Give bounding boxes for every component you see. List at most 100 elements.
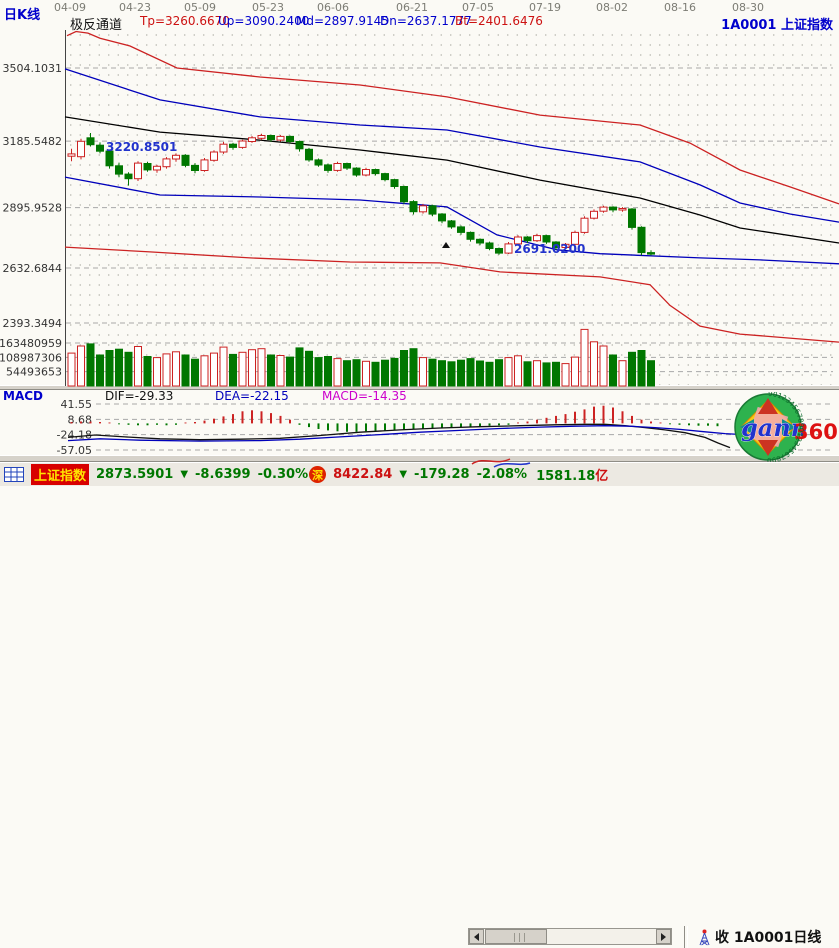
volume-bar: [495, 359, 503, 387]
candle-body: [248, 137, 256, 143]
volume-bar: [200, 355, 209, 387]
volume-bar: [381, 359, 389, 387]
symbol-label: 1A0001 上证指数: [721, 18, 833, 33]
candle-body: [200, 159, 209, 171]
volume-bar: [618, 360, 627, 387]
price-axis-label: 2632.6844: [3, 262, 63, 275]
volume-bar: [647, 360, 655, 387]
volume-bar: [419, 357, 427, 387]
volume-bar: [542, 362, 551, 387]
logo-text-gann: gann: [741, 413, 808, 442]
scroll-left-button[interactable]: [469, 929, 484, 944]
indicator-name: 极反通道: [70, 18, 123, 33]
volume-bar: [628, 351, 636, 387]
volume-bar: [580, 328, 589, 387]
volume-bar: [561, 363, 570, 387]
turnover-value: 1581.18: [536, 469, 596, 484]
volume-axis-label: 163480959: [0, 337, 62, 350]
indicator-param: Dn=2637.1777: [380, 14, 472, 28]
date-label: 06-21: [396, 1, 428, 14]
volume-bar: [590, 341, 598, 387]
pane-separator-bottom: [0, 455, 839, 462]
dif-line: [67, 423, 731, 449]
table-grid-icon[interactable]: [4, 467, 24, 482]
candle-body: [580, 217, 589, 233]
sh-change: -8.6399: [195, 467, 251, 482]
volume-bar: [637, 350, 646, 387]
sh-pct: -0.30%: [257, 467, 309, 482]
scrollbar-thumb[interactable]: [485, 929, 547, 944]
volume-bar: [447, 361, 456, 387]
macd-pane-title: MACD: [3, 389, 43, 403]
sh-index-badge[interactable]: 上证指数: [31, 464, 90, 485]
candle-body: [86, 137, 95, 146]
marker-triangle: [442, 242, 450, 248]
volume-bar: [400, 350, 408, 387]
horizontal-scrollbar[interactable]: [468, 928, 672, 945]
feed-label: 收 1A0001日线: [715, 930, 822, 946]
shenzhen-circle-icon[interactable]: 深: [309, 466, 327, 483]
date-label: 07-05: [462, 1, 494, 14]
candle-body: [371, 169, 380, 175]
candle-body: [552, 241, 560, 248]
price-axis-label: 2895.9528: [3, 202, 63, 215]
volume-axis-label: 108987306: [0, 351, 62, 364]
candle-body: [533, 235, 541, 242]
volume-bar: [67, 352, 76, 387]
candle-body: [162, 158, 171, 168]
volume-bar: [485, 361, 494, 387]
candle-body: [267, 135, 275, 141]
date-label: 05-09: [184, 1, 216, 14]
candle-body: [647, 252, 655, 255]
candle-body: [352, 167, 361, 176]
volume-bar: [115, 348, 123, 387]
volume-bar: [466, 358, 475, 387]
volume-bar: [599, 345, 608, 387]
candle-body: [96, 144, 104, 152]
doodle-marks: [471, 458, 531, 468]
macd-axis-label: -57.05: [57, 444, 92, 457]
candle-body: [542, 235, 551, 243]
candle-body: [428, 205, 437, 215]
indicator-param: Tp=3260.6670: [140, 14, 230, 28]
status-bar: 上证指数 2873.5901 ▼ -8.6399 -0.30% 深 8422.8…: [0, 462, 839, 948]
volume-bar: [238, 351, 247, 387]
volume-bar: [162, 353, 171, 387]
sz-down-arrow-icon: ▼: [399, 469, 408, 480]
volume-bar: [229, 353, 237, 387]
volume-bar: [362, 360, 370, 387]
channel-bottom-line: [64, 246, 839, 343]
candle-body: [609, 206, 617, 211]
volume-bar: [267, 354, 275, 387]
date-label: 08-30: [732, 1, 764, 14]
macd-axis-label: -24.18: [57, 429, 92, 442]
price-volume-chart[interactable]: 3504.1031 3185.5482 2895.9528 2632.6844 2393…: [0, 30, 839, 387]
volume-bar: [257, 348, 266, 387]
volume-bar: [219, 346, 228, 387]
status-divider: [684, 926, 688, 948]
macd-chart[interactable]: 41.55 8.68 -24.18 -57.05: [0, 390, 839, 457]
candle-body: [286, 135, 294, 143]
volume-bar: [295, 347, 304, 387]
status-quotes: 上证指数 2873.5901 ▼ -8.6399 -0.30% 深 8422.8…: [4, 463, 608, 486]
date-label: 07-19: [529, 1, 561, 14]
volume-bar: [96, 354, 104, 387]
volume-bar: [77, 345, 85, 387]
volume-bar: [514, 355, 522, 387]
volume-bar: [609, 354, 617, 387]
candle-body: [143, 163, 152, 171]
scroll-right-button[interactable]: [656, 929, 671, 944]
volume-bar: [105, 350, 114, 387]
volume-bar: [476, 360, 484, 387]
turnover-unit: 亿: [595, 469, 609, 484]
candle-body: [219, 143, 228, 153]
candle-body: [67, 153, 76, 157]
candle-body: [105, 150, 114, 167]
volume-bar: [210, 352, 218, 387]
volume-bar: [371, 361, 380, 387]
candle-body: [447, 220, 456, 228]
volume-bar: [276, 355, 285, 387]
candle-body: [314, 159, 323, 166]
candle-body: [466, 231, 475, 240]
candle-body: [628, 208, 636, 228]
